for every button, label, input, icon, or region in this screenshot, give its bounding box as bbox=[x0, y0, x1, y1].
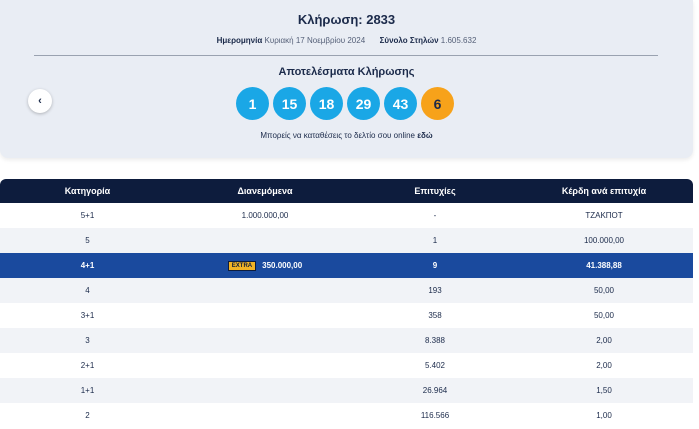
cell-distributed bbox=[175, 228, 355, 253]
cell-category: 3+1 bbox=[80, 311, 95, 320]
date-label: Ημερομηνία bbox=[216, 36, 263, 45]
cell-prize: 2,00 bbox=[596, 361, 612, 370]
cell-winners: 116.566 bbox=[420, 411, 450, 420]
date-value: Κυριακή 17 Νοεμβρίου 2024 bbox=[264, 36, 366, 45]
header-distributed: Διανεμόμενα bbox=[237, 186, 293, 196]
cell-category: 3 bbox=[85, 336, 90, 345]
results-subtitle: Αποτελέσματα Κλήρωσης bbox=[278, 66, 415, 78]
table-row: 2 116.566 1,00 bbox=[0, 403, 693, 428]
cell-distributed: EXTRA 350.000,00 bbox=[175, 253, 355, 278]
draw-meta: Ημερομηνία Κυριακή 17 Νοεμβρίου 2024 Σύν… bbox=[0, 36, 693, 45]
online-note-text: Μπορείς να καταθέσεις το δελτίο σου onli… bbox=[260, 131, 418, 140]
cell-distributed: 1.000.000,00 bbox=[241, 211, 289, 220]
cell-distributed bbox=[175, 278, 355, 303]
divider bbox=[34, 55, 658, 56]
cell-distributed bbox=[175, 403, 355, 428]
chevron-left-icon: ‹ bbox=[38, 95, 42, 107]
cell-winners: 9 bbox=[432, 261, 438, 270]
cell-category: 1+1 bbox=[80, 386, 95, 395]
draw-card: Κλήρωση: 2833 Ημερομηνία Κυριακή 17 Νοεμ… bbox=[0, 0, 693, 158]
table-row: 3 8.388 2,00 bbox=[0, 328, 693, 353]
cell-prize: 50,00 bbox=[593, 286, 615, 295]
cell-category: 4 bbox=[85, 286, 90, 295]
cell-prize: 1,00 bbox=[596, 411, 612, 420]
number-ball: 29 bbox=[347, 87, 380, 120]
bonus-ball: 6 bbox=[421, 87, 454, 120]
number-ball: 18 bbox=[310, 87, 343, 120]
cell-winners: 193 bbox=[428, 286, 442, 295]
cell-winners: 1 bbox=[432, 236, 438, 245]
columns-label: Σύνολο Στηλών bbox=[379, 36, 439, 45]
cell-distributed bbox=[175, 328, 355, 353]
cell-distributed bbox=[175, 303, 355, 328]
table-row: 4 193 50,00 bbox=[0, 278, 693, 303]
extra-badge: EXTRA bbox=[227, 260, 257, 271]
cell-prize: 1,50 bbox=[596, 386, 612, 395]
cell-distributed bbox=[175, 353, 355, 378]
online-note: Μπορείς να καταθέσεις το δελτίο σου onli… bbox=[0, 131, 693, 140]
draw-title: Κλήρωση: 2833 bbox=[297, 12, 396, 27]
header-prize: Κέρδη ανά επιτυχία bbox=[561, 186, 647, 196]
cell-prize: 41.388,88 bbox=[586, 261, 622, 270]
prize-table: Κατηγορία Διανεμόμενα Επιτυχίες Κέρδη αν… bbox=[0, 179, 693, 428]
cell-prize: 2,00 bbox=[596, 336, 612, 345]
columns-value: 1.605.632 bbox=[440, 36, 477, 45]
cell-winners: 358 bbox=[428, 311, 442, 320]
table-row: 2+1 5.402 2,00 bbox=[0, 353, 693, 378]
cell-winners: - bbox=[433, 211, 437, 220]
table-row-highlighted: 4+1 EXTRA 350.000,00 9 41.388,88 bbox=[0, 253, 693, 278]
table-row: 5+1 1.000.000,00 - ΤΖΑΚΠΟΤ bbox=[0, 203, 693, 228]
cell-winners: 5.402 bbox=[424, 361, 446, 370]
cell-prize: 100.000,00 bbox=[583, 236, 625, 245]
header-category: Κατηγορία bbox=[64, 186, 111, 196]
cell-winners: 26.964 bbox=[422, 386, 448, 395]
cell-prize: ΤΖΑΚΠΟΤ bbox=[585, 211, 623, 220]
cell-category: 5 bbox=[85, 236, 90, 245]
header-winners: Επιτυχίες bbox=[414, 186, 456, 196]
table-row: 1+1 26.964 1,50 bbox=[0, 378, 693, 403]
number-ball: 1 bbox=[236, 87, 269, 120]
online-note-link[interactable]: εδώ bbox=[417, 131, 433, 140]
number-ball: 43 bbox=[384, 87, 417, 120]
cell-category: 4+1 bbox=[80, 261, 95, 270]
table-row: 3+1 358 50,00 bbox=[0, 303, 693, 328]
table-header-row: Κατηγορία Διανεμόμενα Επιτυχίες Κέρδη αν… bbox=[0, 179, 693, 203]
cell-distributed-value: 350.000,00 bbox=[262, 260, 303, 270]
previous-draw-button[interactable]: ‹ bbox=[28, 89, 52, 113]
cell-category: 5+1 bbox=[80, 211, 95, 220]
cell-category: 2+1 bbox=[80, 361, 95, 370]
winning-numbers: 1 15 18 29 43 6 bbox=[236, 87, 454, 120]
cell-prize: 50,00 bbox=[593, 311, 615, 320]
cell-distributed bbox=[175, 378, 355, 403]
number-ball: 15 bbox=[273, 87, 306, 120]
cell-category: 2 bbox=[85, 411, 90, 420]
cell-winners: 8.388 bbox=[424, 336, 446, 345]
table-row: 5 1 100.000,00 bbox=[0, 228, 693, 253]
